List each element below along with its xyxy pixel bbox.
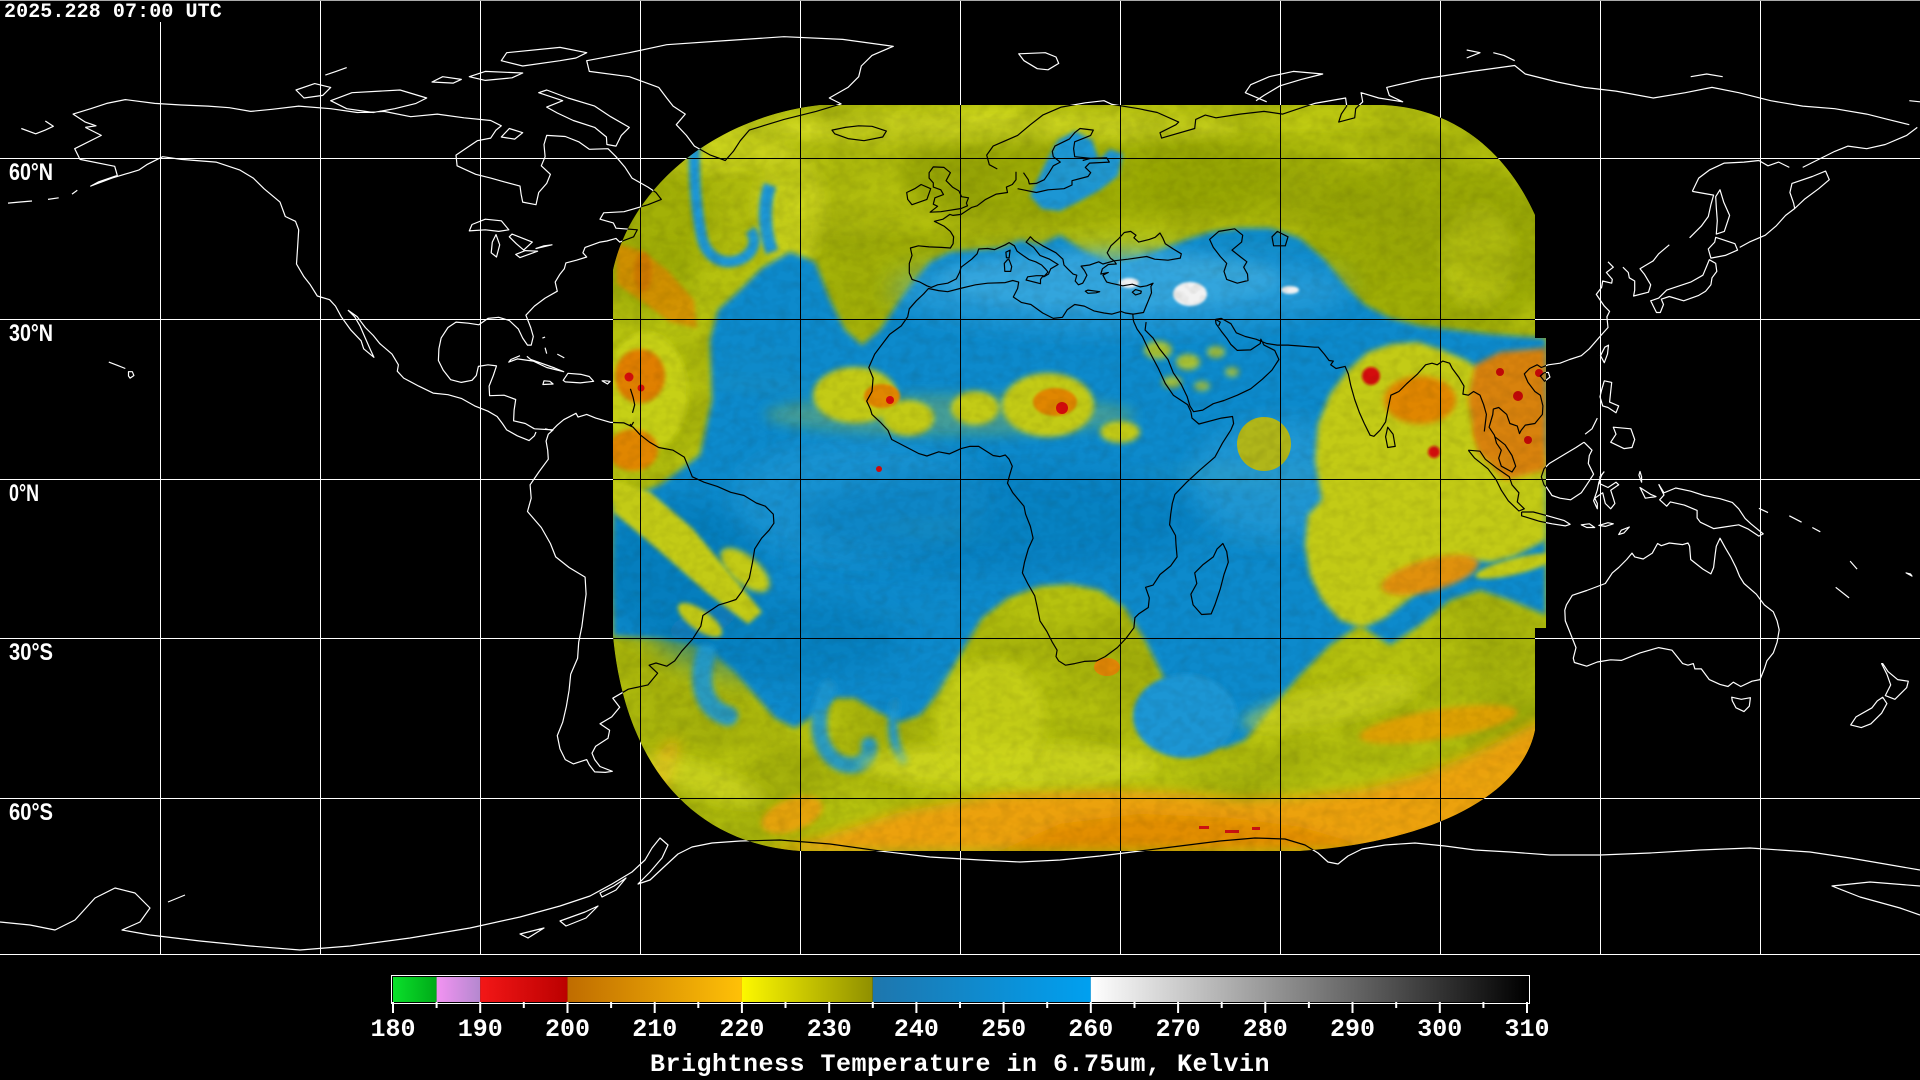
svg-text:270: 270 <box>1156 1015 1201 1044</box>
svg-text:190: 190 <box>458 1015 503 1044</box>
svg-text:60°N: 60°N <box>9 159 53 186</box>
svg-text:240: 240 <box>894 1015 939 1044</box>
svg-text:310: 310 <box>1504 1015 1549 1044</box>
svg-text:2025.228 07:00 UTC: 2025.228 07:00 UTC <box>4 1 222 24</box>
svg-text:60°S: 60°S <box>9 799 53 826</box>
svg-text:260: 260 <box>1068 1015 1113 1044</box>
svg-text:180: 180 <box>370 1015 415 1044</box>
svg-text:300: 300 <box>1417 1015 1462 1044</box>
svg-text:30°S: 30°S <box>9 639 53 666</box>
svg-text:Brightness Temperature in 6.75: Brightness Temperature in 6.75um, Kelvin <box>650 1050 1270 1079</box>
svg-text:200: 200 <box>545 1015 590 1044</box>
svg-text:250: 250 <box>981 1015 1026 1044</box>
svg-text:280: 280 <box>1243 1015 1288 1044</box>
svg-text:210: 210 <box>632 1015 677 1044</box>
svg-text:0°N: 0°N <box>9 480 39 507</box>
svg-text:30°N: 30°N <box>9 320 53 347</box>
svg-text:290: 290 <box>1330 1015 1375 1044</box>
svg-text:220: 220 <box>719 1015 764 1044</box>
svg-text:230: 230 <box>807 1015 852 1044</box>
